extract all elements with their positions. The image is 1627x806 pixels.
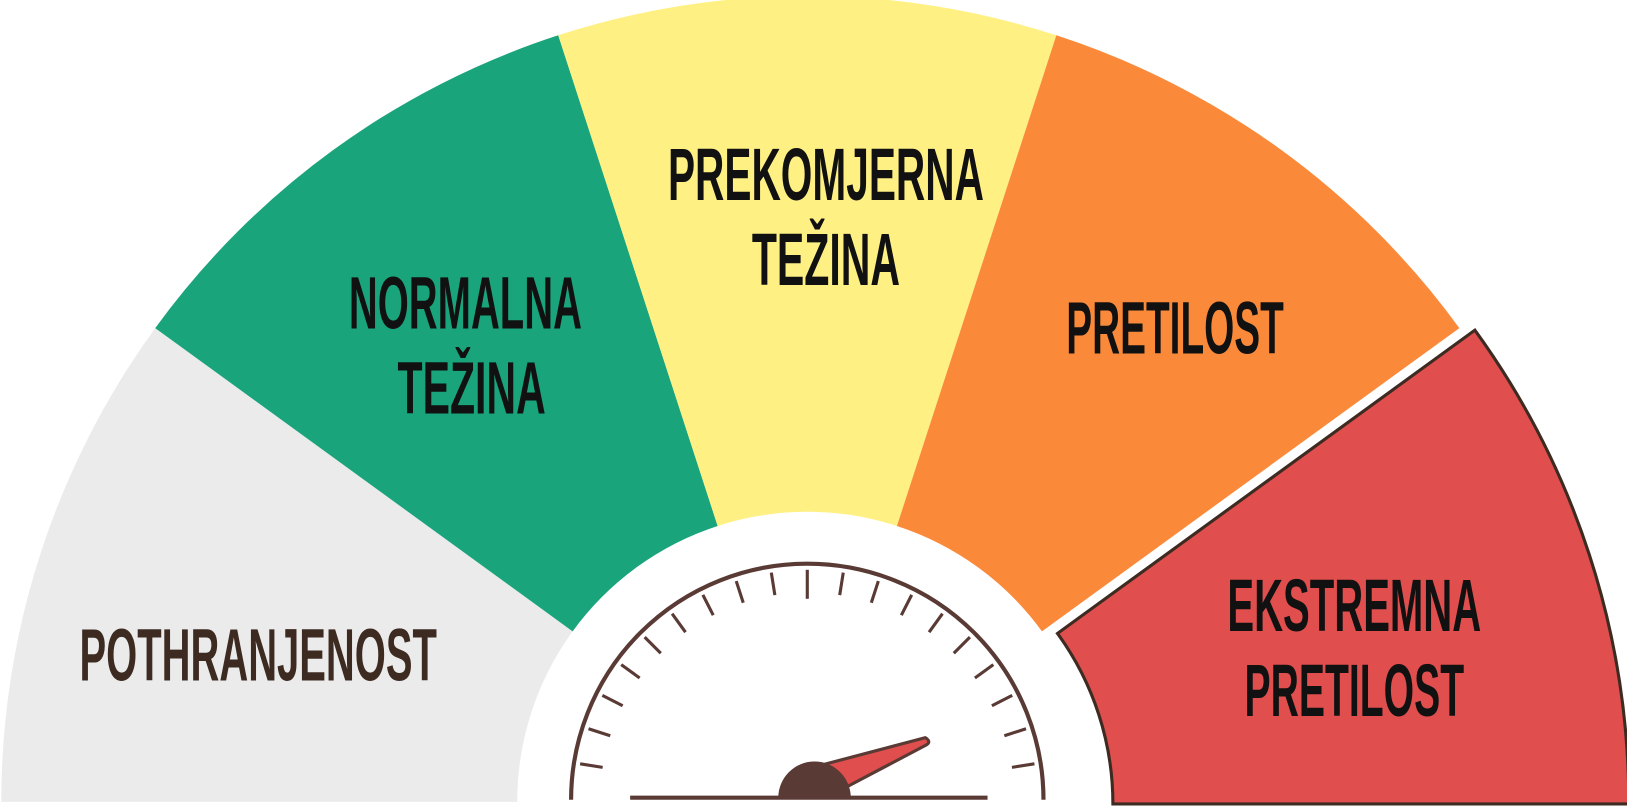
dial-tick <box>1003 727 1027 738</box>
dial-tick <box>899 594 914 616</box>
dial-tick <box>643 636 662 655</box>
dial-tick <box>601 693 624 708</box>
segment-label: PRETILOST <box>1066 285 1284 369</box>
dial-tick <box>670 612 687 634</box>
dial-tick <box>952 636 972 655</box>
dial-tick <box>838 572 845 596</box>
gauge-segment <box>1 328 573 802</box>
dial-tick <box>734 580 745 604</box>
dial-tick <box>769 572 777 596</box>
segment-label: PREKOMJERNA <box>668 132 984 216</box>
segment-label: TEŽINA <box>398 345 546 429</box>
gauge-segment <box>558 0 1057 526</box>
segment-label: NORMALNA <box>349 260 582 344</box>
dial-tick <box>1011 762 1035 769</box>
segment-label: EKSTREMNA <box>1227 563 1481 647</box>
dial-tick <box>701 594 715 616</box>
dial-tick <box>620 663 641 680</box>
dial-tick <box>991 693 1013 708</box>
gauge-segment <box>896 35 1460 632</box>
dial-tick <box>588 727 611 738</box>
dial-tick <box>927 612 944 634</box>
dial-tick <box>869 580 880 604</box>
gauge-segment <box>155 35 718 632</box>
needle-hub <box>778 761 851 798</box>
segment-label: TEŽINA <box>752 217 900 301</box>
segment-label: POTHRANJENOST <box>80 613 437 697</box>
dial-tick <box>579 762 603 769</box>
dial-tick <box>973 663 995 680</box>
segment-label: PRETILOST <box>1244 648 1464 732</box>
